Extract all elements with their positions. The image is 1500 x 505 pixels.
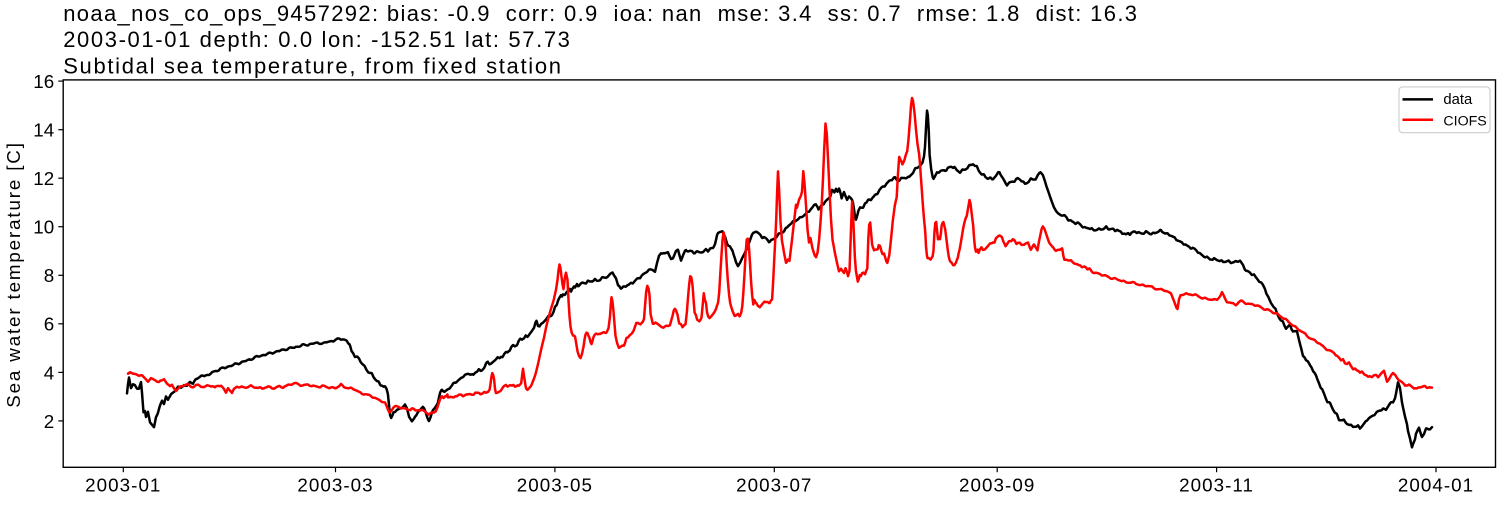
svg-text:4: 4 xyxy=(44,362,54,383)
svg-text:data: data xyxy=(1443,92,1473,108)
svg-text:2003-09: 2003-09 xyxy=(959,475,1035,496)
svg-text:8: 8 xyxy=(44,265,54,286)
svg-text:2003-11: 2003-11 xyxy=(1179,475,1254,496)
svg-text:2003-05: 2003-05 xyxy=(517,475,593,496)
svg-text:Subtidal sea temperature, from: Subtidal sea temperature, from fixed sta… xyxy=(63,54,562,79)
svg-text:2004-01: 2004-01 xyxy=(1398,475,1474,496)
svg-text:noaa_nos_co_ops_9457292: bias:: noaa_nos_co_ops_9457292: bias: -0.9 corr… xyxy=(63,1,1138,26)
svg-text:2003-01-01 depth: 0.0 lon: -15: 2003-01-01 depth: 0.0 lon: -152.51 lat: … xyxy=(63,27,571,52)
svg-text:2003-07: 2003-07 xyxy=(736,475,812,496)
svg-text:Sea water temperature [C]: Sea water temperature [C] xyxy=(3,141,24,408)
svg-text:2: 2 xyxy=(44,411,54,432)
svg-text:16: 16 xyxy=(33,71,54,92)
svg-text:10: 10 xyxy=(33,217,54,238)
svg-text:6: 6 xyxy=(44,314,54,335)
svg-text:14: 14 xyxy=(33,120,54,141)
svg-text:2003-01: 2003-01 xyxy=(85,475,161,496)
svg-text:12: 12 xyxy=(33,168,54,189)
svg-text:2003-03: 2003-03 xyxy=(297,475,373,496)
svg-text:CIOFS: CIOFS xyxy=(1443,114,1486,130)
